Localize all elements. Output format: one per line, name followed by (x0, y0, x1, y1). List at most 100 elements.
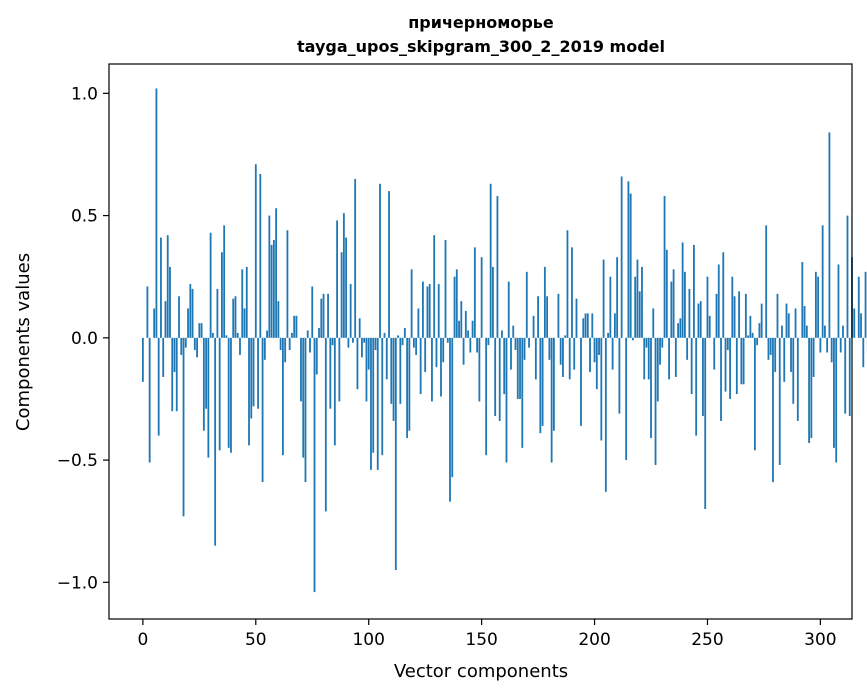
bar-121 (415, 337, 418, 355)
bar-274 (760, 303, 763, 338)
bar-233 (668, 337, 670, 380)
bar-58 (272, 240, 275, 338)
bar-161 (505, 337, 508, 463)
bar-39 (230, 337, 232, 453)
bar-131 (437, 284, 440, 338)
bar-306 (833, 337, 835, 448)
bar-272 (756, 337, 759, 346)
bar-73 (306, 330, 309, 338)
bar-226 (652, 308, 655, 338)
bar-236 (674, 337, 677, 377)
bar-266 (742, 337, 745, 385)
bar-206 (607, 332, 609, 338)
bar-152 (485, 337, 488, 456)
bar-302 (824, 325, 826, 338)
bar-133 (442, 337, 445, 363)
bar-156 (494, 337, 497, 417)
bar-215 (627, 181, 630, 338)
bar-41 (234, 296, 237, 338)
bar-28 (205, 337, 208, 409)
bar-100 (367, 337, 370, 370)
bar-181 (550, 337, 553, 463)
bar-281 (776, 293, 779, 338)
bar-137 (451, 337, 454, 478)
bar-115 (401, 337, 404, 346)
bar-78 (318, 328, 320, 338)
bar-132 (440, 337, 442, 397)
bar-248 (702, 337, 704, 417)
bar-230 (661, 337, 664, 348)
bar-27 (202, 337, 205, 431)
bar-129 (433, 235, 436, 338)
bar-12 (169, 266, 171, 338)
bar-238 (679, 318, 682, 338)
bar-311 (844, 337, 847, 414)
bar-93 (352, 337, 354, 343)
bar-6 (155, 88, 158, 338)
bar-234 (670, 281, 673, 338)
bar-105 (379, 183, 381, 338)
x-tick-label: 100 (352, 630, 384, 650)
bar-310 (842, 325, 844, 338)
bar-146 (471, 320, 474, 338)
bar-22 (191, 288, 194, 338)
bar-149 (478, 337, 481, 402)
bar-192 (575, 298, 578, 338)
bar-85 (333, 337, 336, 446)
bar-10 (164, 301, 167, 338)
bar-285 (785, 303, 788, 338)
bar-92 (349, 284, 352, 338)
bar-179 (546, 296, 549, 338)
x-axis-label: Vector components (394, 661, 568, 682)
bar-60 (277, 301, 280, 338)
bar-30 (209, 232, 212, 338)
bar-243 (690, 337, 693, 395)
bar-80 (322, 293, 325, 338)
bar-187 (564, 335, 567, 338)
bar-253 (713, 337, 716, 370)
x-tick-label: 150 (465, 630, 497, 650)
bar-79 (320, 298, 323, 338)
bar-159 (501, 330, 503, 338)
y-tick-label: −1.0 (57, 573, 98, 593)
bar-244 (693, 244, 695, 338)
bar-240 (683, 271, 686, 338)
bar-320 (864, 271, 867, 338)
bar-142 (462, 337, 465, 365)
bar-114 (399, 337, 402, 404)
bar-188 (566, 230, 569, 338)
bar-2 (146, 286, 149, 338)
bar-128 (431, 337, 433, 402)
bar-303 (826, 337, 829, 353)
bar-124 (422, 281, 424, 338)
bar-294 (805, 325, 808, 338)
bar-165 (514, 337, 517, 351)
bar-167 (519, 337, 521, 399)
bar-46 (245, 266, 248, 338)
bar-177 (541, 337, 544, 426)
bar-210 (616, 257, 619, 338)
bar-66 (291, 332, 293, 338)
bar-123 (419, 337, 422, 395)
bar-107 (383, 332, 386, 338)
bar-284 (783, 337, 786, 382)
bar-150 (480, 257, 483, 338)
bar-106 (381, 337, 384, 456)
bar-122 (417, 308, 420, 338)
bar-64 (286, 230, 289, 338)
bar-176 (539, 337, 542, 434)
bar-201 (595, 337, 598, 390)
bar-235 (672, 269, 675, 338)
bar-158 (498, 337, 501, 421)
bar-251 (708, 315, 711, 338)
bar-44 (241, 269, 244, 338)
bar-21 (189, 284, 192, 338)
y-tick-label: 0.5 (71, 207, 98, 227)
bar-87 (338, 337, 341, 402)
bar-23 (193, 337, 196, 351)
bar-88 (340, 252, 343, 338)
bar-263 (735, 337, 738, 395)
bar-168 (521, 337, 524, 448)
bar-95 (356, 337, 359, 390)
bar-271 (753, 337, 756, 451)
